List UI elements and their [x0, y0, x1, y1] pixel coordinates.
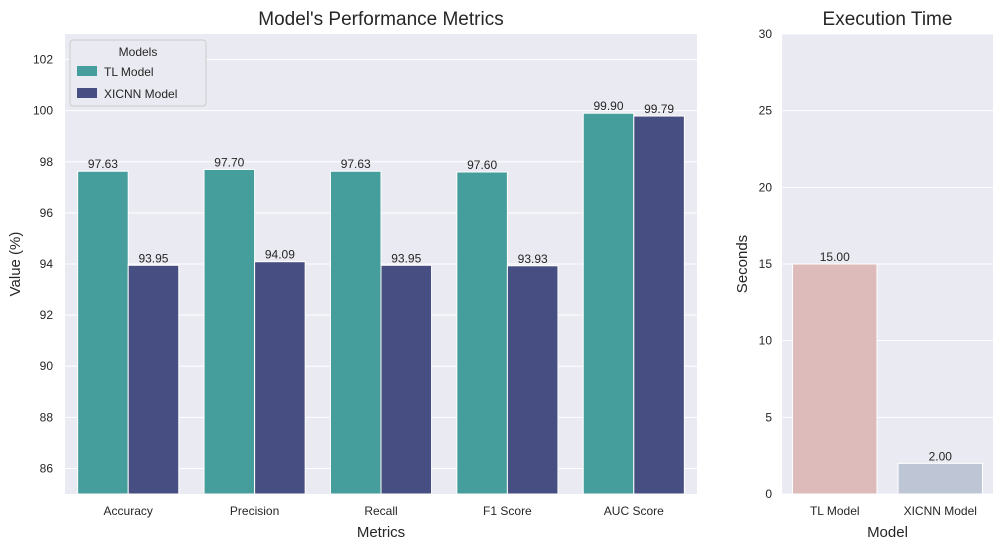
y-tick-label: 20 [759, 180, 773, 194]
y-tick-label: 98 [40, 155, 54, 169]
legend-title: Models [119, 45, 158, 59]
bar-value-label: 93.95 [138, 251, 168, 265]
bar-value-label: 99.90 [594, 99, 624, 113]
legend-swatch-tl-model [77, 66, 97, 76]
legend-box [69, 39, 207, 107]
y-tick-label: 100 [33, 104, 53, 118]
bar-xicnn-model-f1-score [506, 265, 559, 495]
bar-value-label: 93.93 [518, 252, 548, 266]
y-tick-label: 30 [759, 27, 773, 41]
y-tick-label: 96 [40, 206, 54, 220]
bar-value-label: 99.79 [644, 102, 674, 116]
bar-xicnn-model-recall [380, 264, 433, 495]
bar-value-label: 93.95 [391, 251, 421, 265]
bar-tl-model-accuracy [77, 170, 129, 495]
bar-value-label: 97.63 [88, 157, 118, 171]
y-tick-label: 90 [40, 359, 54, 373]
y-tick-label: 94 [40, 257, 54, 271]
performance-x-axis-label: Metrics [357, 524, 405, 541]
y-tick-label: 92 [40, 308, 54, 322]
bar-value-label: 2.00 [929, 449, 953, 463]
bar-tl-model-recall [329, 170, 382, 495]
bar-tl-model-f1-score [456, 171, 508, 495]
bar-execution-tl-model [792, 263, 878, 495]
execution-x-axis-label: Model [867, 524, 908, 541]
bar-value-label: 97.63 [341, 157, 371, 171]
y-tick-label: 0 [765, 487, 772, 501]
bar-execution-xicnn-model [897, 462, 983, 495]
y-tick-label: 25 [759, 104, 773, 118]
x-tick-label: F1 Score [483, 504, 532, 518]
y-tick-label: 5 [765, 410, 772, 424]
performance-chart-title: Model's Performance Metrics [258, 9, 503, 30]
legend-label: TL Model [104, 65, 154, 79]
bar-value-label: 97.70 [214, 155, 244, 169]
performance-metrics-panel: 97.63 93.95 97.70 94.09 97.63 93.95 97.60 93.93… [7, 9, 697, 541]
bar-tl-model-precision [203, 168, 256, 495]
x-tick-label: Accuracy [104, 504, 153, 518]
bar-value-label: 15.00 [820, 250, 850, 264]
execution-y-axis-label: Seconds [734, 235, 751, 293]
y-tick-label: 102 [33, 53, 53, 67]
performance-y-axis-label: Value (%) [7, 232, 24, 297]
execution-chart-title: Execution Time [823, 9, 953, 30]
y-tick-label: 86 [40, 461, 54, 475]
x-tick-label: XICNN Model [904, 504, 977, 518]
bar-value-label: 97.60 [467, 158, 497, 172]
bar-xicnn-model-precision [254, 261, 306, 495]
bar-xicnn-model-auc-score [633, 115, 685, 495]
legend-swatch-xicnn-model [77, 88, 97, 98]
bar-tl-model-auc-score [582, 112, 635, 495]
x-tick-label: Recall [364, 504, 397, 518]
y-tick-label: 88 [40, 410, 54, 424]
bar-xicnn-model-accuracy [127, 264, 180, 495]
x-tick-label: Precision [230, 504, 279, 518]
legend-label: XICNN Model [104, 87, 177, 101]
bar-value-label: 94.09 [265, 248, 295, 262]
execution-time-panel: 15.00 2.00 0 5 10 15 20 25 30 TL Model XICNN Mod… [734, 9, 993, 541]
x-tick-label: TL Model [810, 504, 860, 518]
y-tick-label: 10 [759, 334, 773, 348]
performance-legend: Models TL Model XICNN Model [69, 39, 207, 107]
x-tick-label: AUC Score [604, 504, 664, 518]
y-tick-label: 15 [759, 257, 773, 271]
